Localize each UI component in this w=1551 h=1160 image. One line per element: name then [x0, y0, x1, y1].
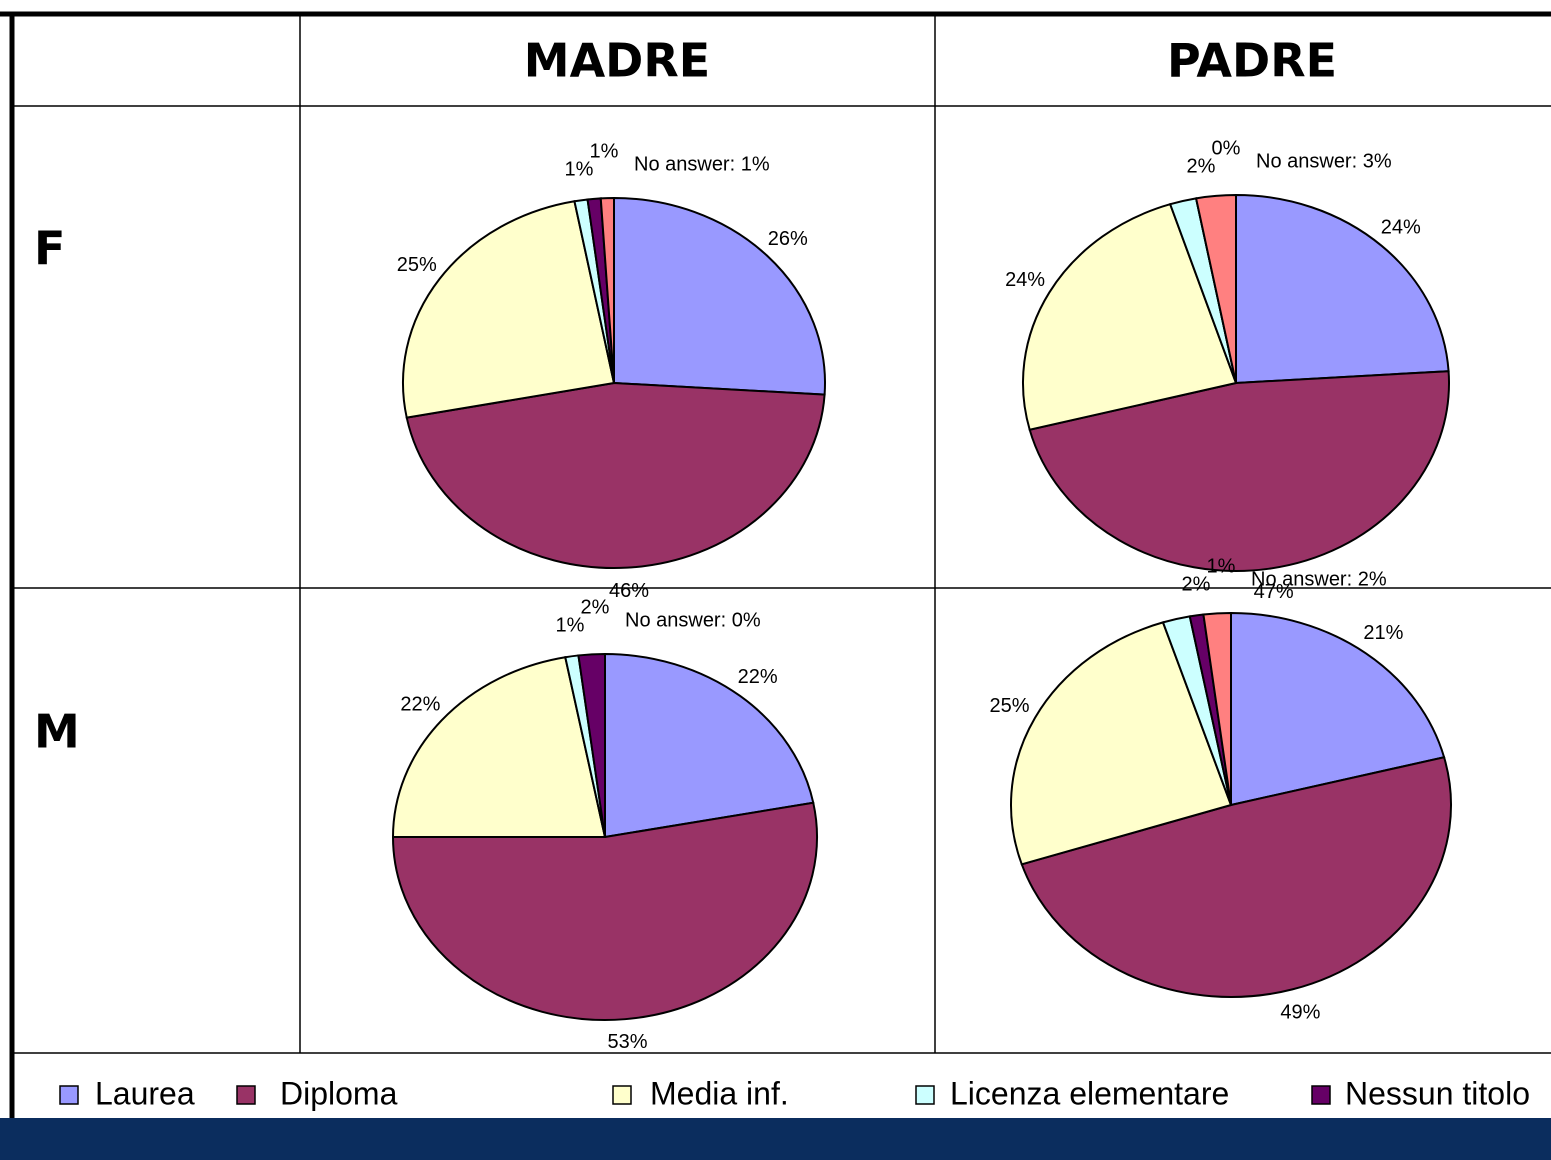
data-label: 1% [1207, 555, 1236, 577]
legend-label: Laurea [95, 1075, 195, 1111]
data-label: 24% [1381, 216, 1421, 238]
data-label: 0% [1212, 137, 1241, 159]
legend-label: Nessun titolo [1345, 1075, 1530, 1111]
pie-slice [1010, 621, 1233, 866]
data-label: 26% [768, 228, 808, 250]
row-header: M [34, 705, 80, 759]
data-label: 25% [397, 254, 437, 276]
pie-slice [599, 196, 615, 384]
data-label: 21% [1363, 622, 1403, 644]
pie-slice [1202, 611, 1232, 806]
data-label: 2% [1182, 573, 1211, 595]
pie-slice [1194, 193, 1237, 384]
data-label: 2% [581, 596, 610, 618]
pie-slice [613, 196, 826, 396]
data-label: 2% [1187, 155, 1216, 177]
data-label: 24% [1005, 269, 1045, 291]
pie-slice [1028, 370, 1450, 572]
data-label: 53% [608, 1031, 648, 1053]
footer-bar [0, 1118, 1551, 1160]
pie-slice [1230, 611, 1446, 807]
pie-slice [1020, 756, 1452, 998]
pie-slice [391, 656, 607, 838]
pie-slice [391, 801, 818, 1021]
legend-swatch [1311, 1085, 1331, 1105]
data-label: No answer: 0% [625, 609, 761, 631]
data-label: No answer: 2% [1251, 568, 1387, 590]
legend-label: Media inf. [650, 1075, 789, 1111]
data-label: 49% [1280, 1002, 1320, 1024]
data-label: 1% [556, 614, 585, 636]
data-label: No answer: 3% [1256, 150, 1392, 172]
legend-swatch [236, 1085, 256, 1105]
data-label: 1% [565, 158, 594, 180]
column-header: PADRE [1167, 34, 1337, 88]
row-header: F [34, 222, 65, 276]
legend-swatch [915, 1085, 935, 1105]
pie-slice [405, 381, 826, 569]
legend-swatch [59, 1085, 79, 1105]
data-label: 1% [590, 140, 619, 162]
data-label: 25% [989, 695, 1029, 717]
data-label: No answer: 1% [634, 153, 770, 175]
data-label: 47% [1254, 581, 1294, 603]
pie-slice [402, 200, 616, 419]
legend-swatch [612, 1085, 632, 1105]
pie-slice [1022, 202, 1238, 431]
pie-slice [604, 652, 815, 839]
legend-label: Diploma [280, 1075, 398, 1111]
data-label: 22% [738, 666, 778, 688]
pie-slice [1235, 193, 1450, 385]
data-label: 22% [400, 693, 440, 715]
column-header: MADRE [524, 34, 710, 88]
legend-label: Licenza elementare [950, 1075, 1229, 1111]
data-label: 46% [609, 580, 649, 602]
